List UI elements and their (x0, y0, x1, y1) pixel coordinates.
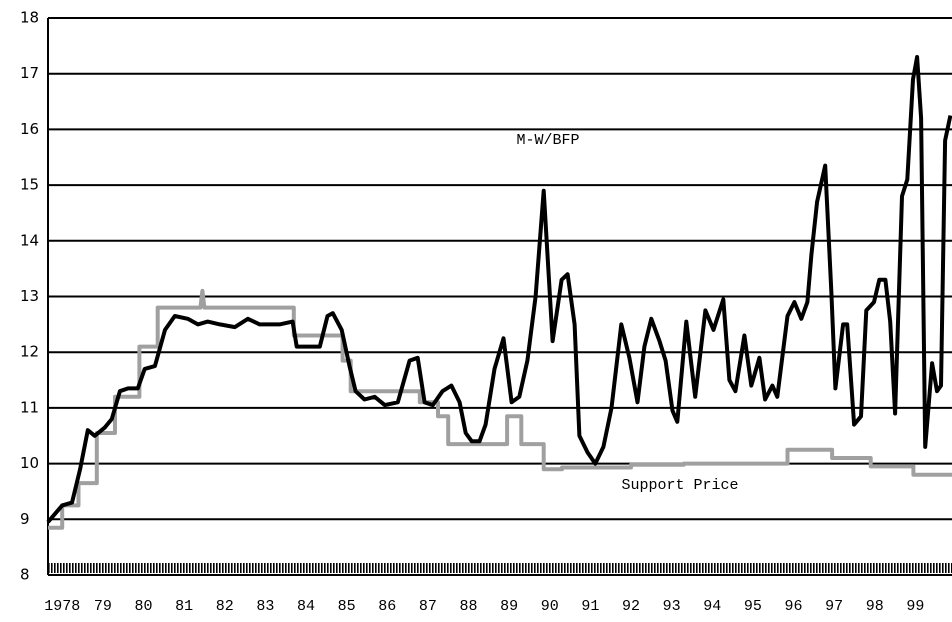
x-tick-label: 94 (703, 598, 721, 615)
x-tick-label: 88 (460, 598, 478, 615)
y-tick-label: 13 (20, 287, 39, 305)
x-tick-label: 91 (581, 598, 599, 615)
y-tick-label: 10 (20, 454, 39, 472)
x-tick-label: 89 (500, 598, 518, 615)
x-tick-label: 84 (297, 598, 315, 615)
data-line (48, 288, 952, 530)
y-tick-label: 15 (20, 176, 39, 194)
y-tick-label: 17 (20, 64, 39, 82)
y-tick-label: 18 (20, 9, 39, 27)
y-tick-label: 14 (20, 231, 39, 249)
x-tick-label: 90 (541, 598, 559, 615)
y-tick-label: 11 (20, 398, 39, 416)
y-tick-label: 16 (20, 120, 39, 138)
x-tick-label: 1978 (44, 598, 80, 615)
minor-tick-band (48, 563, 952, 573)
series-label: Support Price (621, 477, 738, 494)
y-tick-label: 8 (20, 566, 30, 584)
x-tick-label: 85 (338, 598, 356, 615)
y-tick-label: 12 (20, 343, 39, 361)
x-tick-label: 99 (906, 598, 924, 615)
x-tick-label: 86 (378, 598, 396, 615)
x-tick-label: 83 (256, 598, 274, 615)
x-tick-label: 80 (134, 598, 152, 615)
series-label: M-W/BFP (516, 132, 579, 149)
x-tick-label: 82 (216, 598, 234, 615)
x-tick-label: 97 (825, 598, 843, 615)
x-tick-label: 92 (622, 598, 640, 615)
x-tick-label: 87 (419, 598, 437, 615)
data-line (46, 55, 952, 524)
x-tick-label: 96 (785, 598, 803, 615)
x-tick-label: 81 (175, 598, 193, 615)
x-tick-label: 98 (866, 598, 884, 615)
x-tick-label: 95 (744, 598, 762, 615)
y-tick-label: 9 (20, 510, 30, 528)
x-tick-label: 93 (663, 598, 681, 615)
x-tick-label: 79 (94, 598, 112, 615)
